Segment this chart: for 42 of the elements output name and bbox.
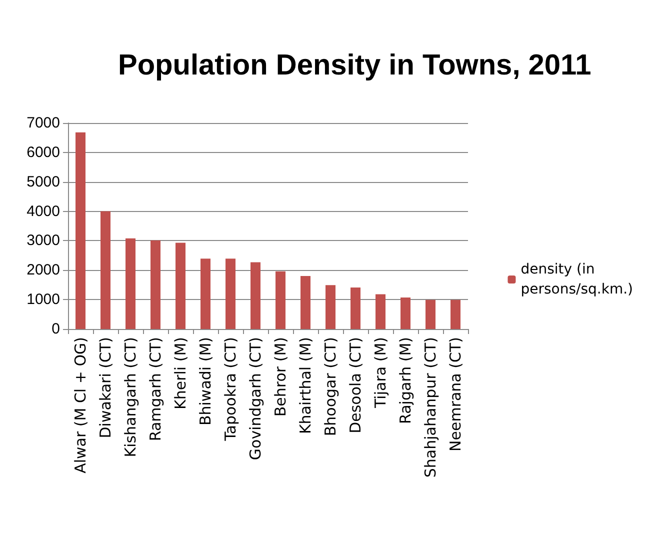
legend-label: density (in persons/sq.km.) bbox=[520, 262, 634, 298]
y-tick-label: 4000 bbox=[26, 202, 60, 220]
bar bbox=[276, 271, 286, 329]
x-tick-label: Shahjahanpur (CT) bbox=[422, 337, 440, 478]
x-tick-label: Neemrana (CT) bbox=[446, 337, 464, 452]
bar bbox=[150, 240, 160, 329]
x-tick-label: Desoola (CT) bbox=[346, 337, 364, 434]
bar bbox=[176, 242, 186, 329]
bar bbox=[200, 258, 210, 329]
x-tick-label: Ramgarh (CT) bbox=[146, 337, 164, 442]
x-tick-label: Tijara (M) bbox=[372, 337, 390, 410]
x-tick-label: Rajgarh (M) bbox=[396, 337, 414, 424]
bar bbox=[426, 300, 436, 329]
bar bbox=[76, 132, 86, 329]
x-tick-label: Govindgarh (CT) bbox=[246, 337, 264, 460]
bar bbox=[450, 300, 460, 329]
y-tick-label: 7000 bbox=[26, 114, 60, 132]
x-tick-label: Kherli (M) bbox=[172, 337, 190, 410]
x-tick-label: Tapookra (CT) bbox=[222, 337, 240, 442]
x-tick-label: Diwakari (CT) bbox=[96, 337, 114, 438]
bar bbox=[226, 258, 236, 329]
x-tick-label: Behror (M) bbox=[272, 337, 290, 417]
x-tick-label: Khairthal (M) bbox=[296, 337, 314, 434]
y-tick-label: 0 bbox=[52, 320, 60, 338]
bar bbox=[326, 285, 336, 329]
bar bbox=[250, 262, 260, 329]
x-tick-label: Kishangarh (CT) bbox=[122, 337, 140, 458]
bar bbox=[376, 294, 386, 329]
y-tick-label: 6000 bbox=[26, 144, 60, 161]
x-tick-label: Alwar (M Cl + OG) bbox=[72, 337, 90, 474]
y-tick-label: 1000 bbox=[26, 291, 60, 308]
chart-title: Population Density in Towns, 2011 bbox=[118, 50, 592, 82]
bar bbox=[300, 276, 310, 329]
bar bbox=[126, 238, 136, 329]
y-tick-label: 5000 bbox=[26, 173, 60, 190]
y-tick-label: 2000 bbox=[26, 262, 60, 279]
bar bbox=[100, 211, 110, 329]
bar bbox=[350, 288, 360, 329]
x-tick-label: Bhoogar (CT) bbox=[322, 337, 340, 436]
x-tick-label: Bhiwadi (M) bbox=[196, 337, 214, 426]
bar bbox=[400, 298, 410, 329]
y-tick-label: 3000 bbox=[26, 232, 60, 250]
